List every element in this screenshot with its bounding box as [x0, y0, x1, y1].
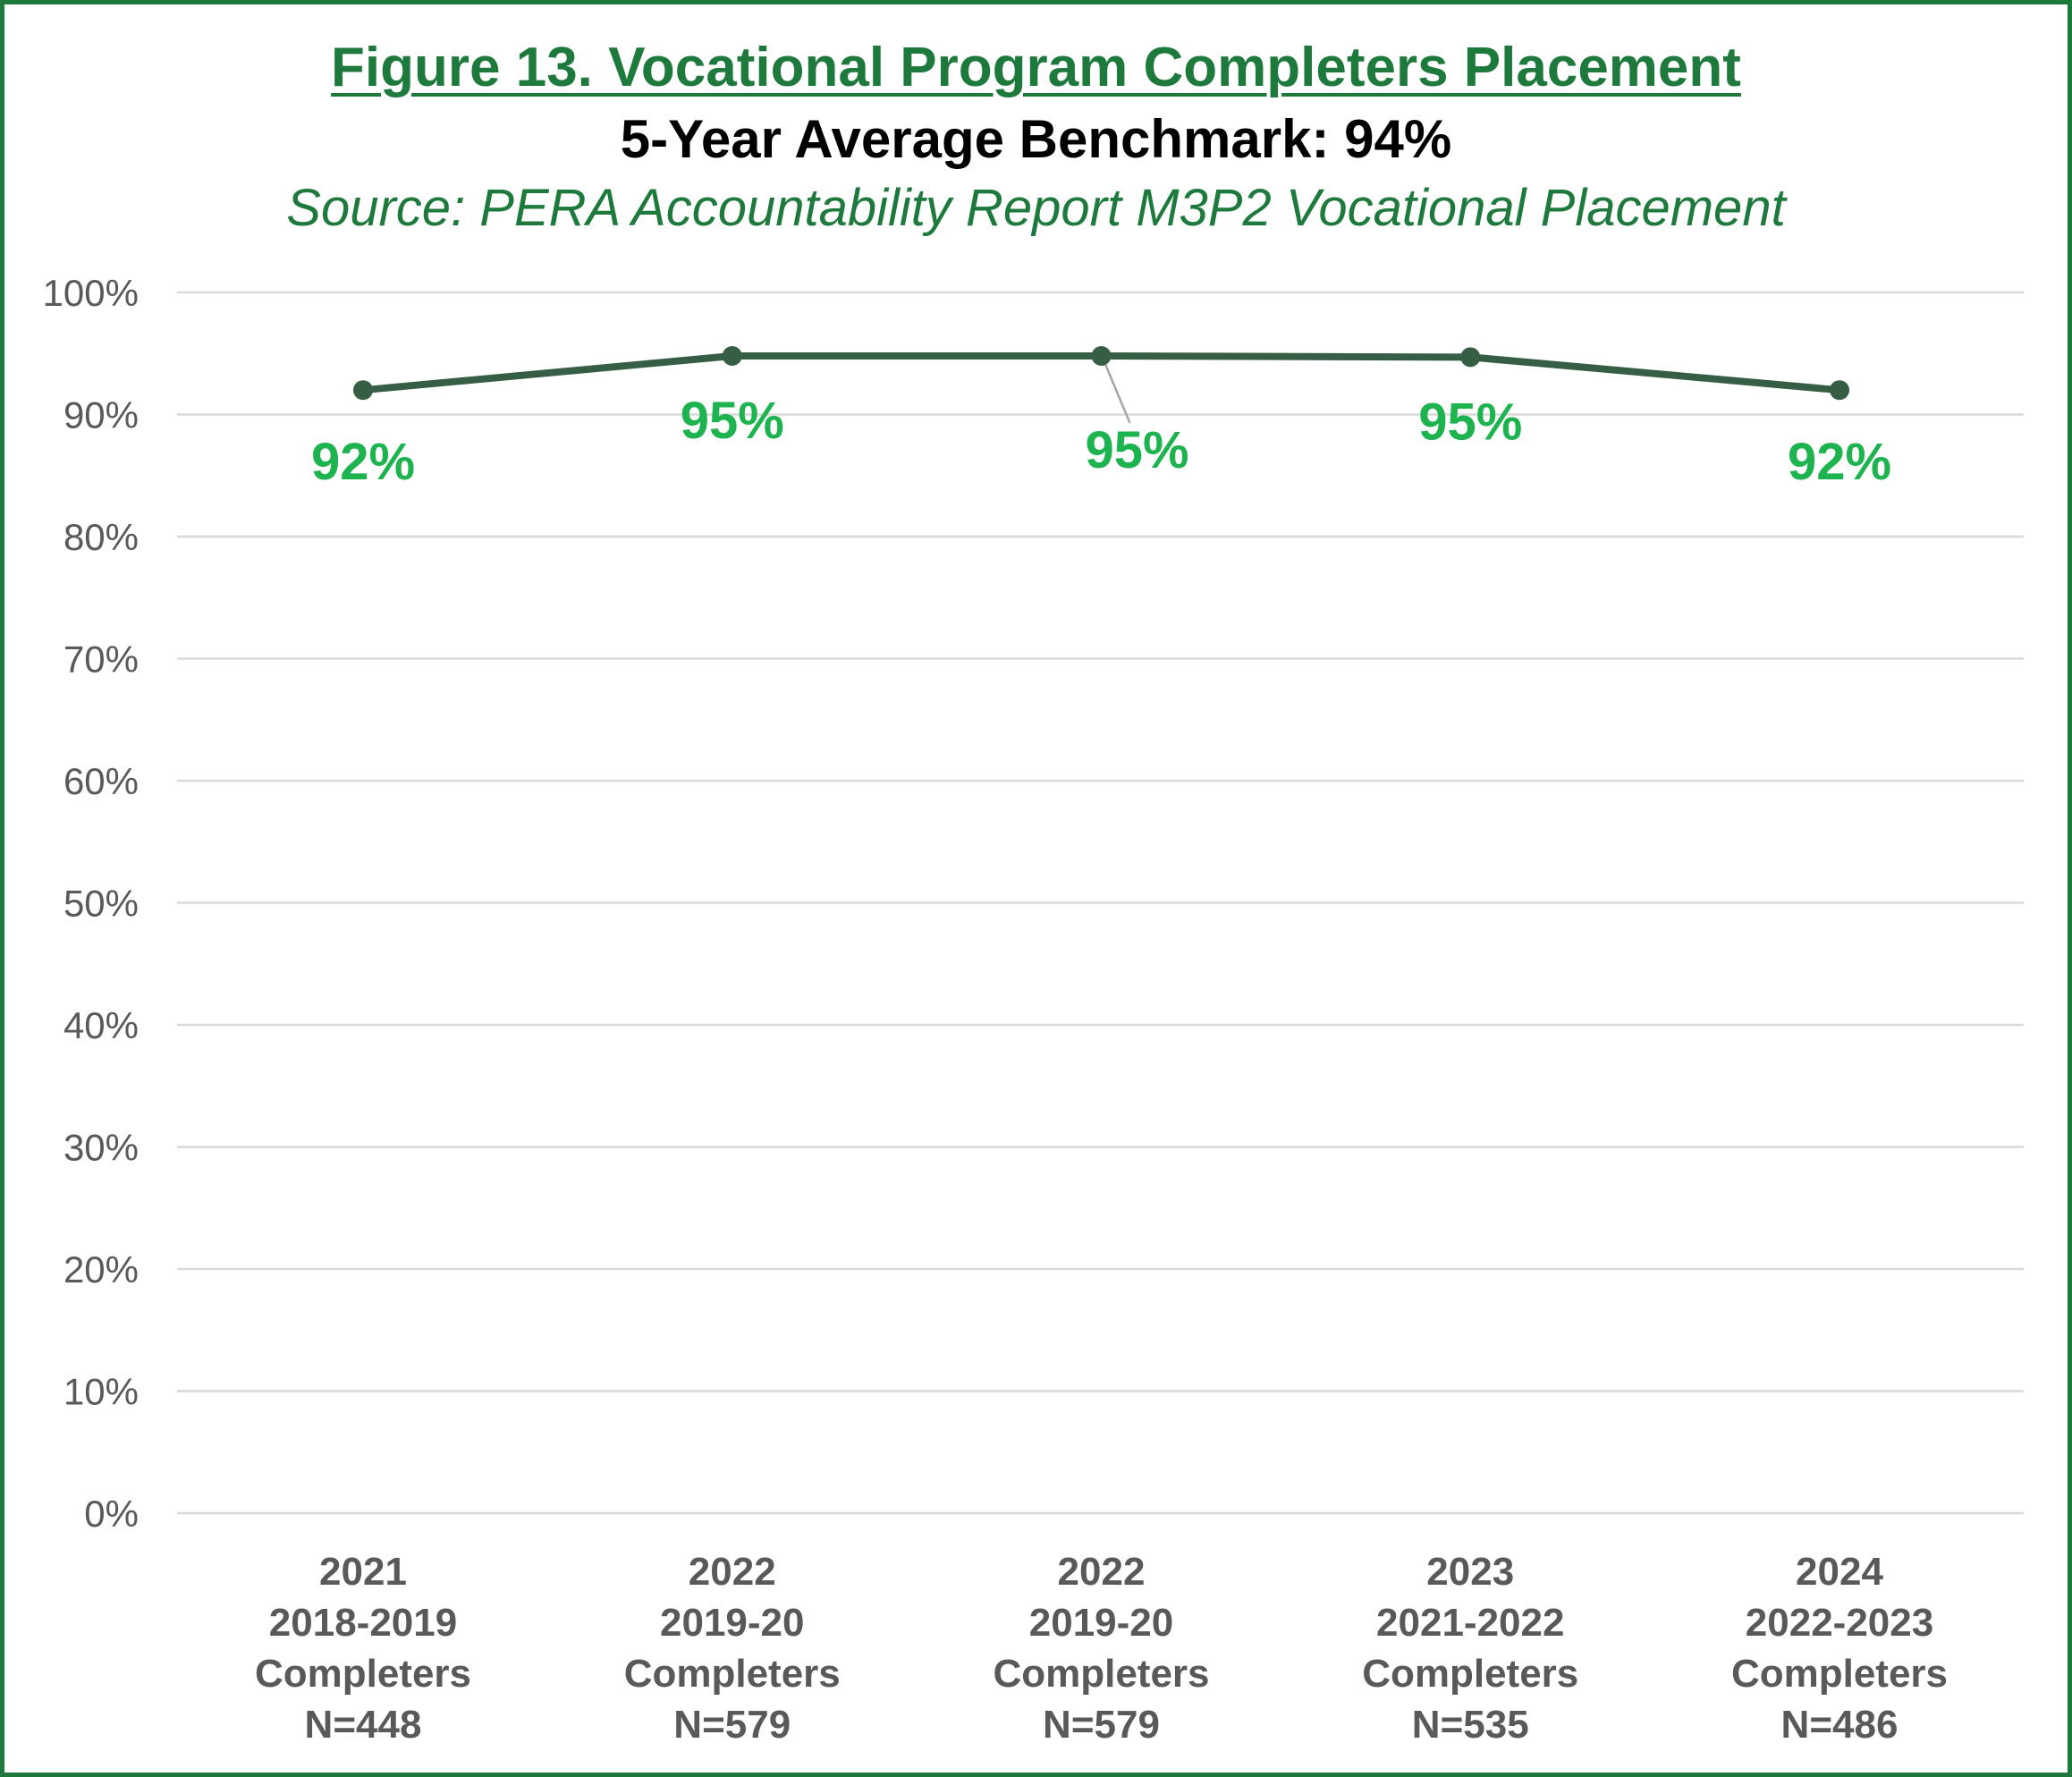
- y-tick-label: 40%: [63, 1004, 139, 1046]
- data-points: [353, 345, 1849, 401]
- x-tick-label-line: Completers: [255, 1652, 471, 1696]
- data-label: 95%: [1085, 421, 1188, 479]
- data-point: [353, 380, 373, 401]
- x-tick-label-line: 2022: [689, 1550, 776, 1594]
- x-tick-label-line: N=486: [1781, 1703, 1899, 1747]
- y-axis-tick-labels: 0% 10% 20% 30% 40% 50% 60% 70% 80% 90% 100%: [43, 272, 139, 1535]
- y-tick-label: 0%: [84, 1493, 139, 1535]
- x-tick-label: 2021 2018-2019 Completers N=448: [255, 1550, 471, 1747]
- y-tick-label: 10%: [63, 1371, 139, 1413]
- x-tick-label: 2023 2021-2022 Completers N=535: [1362, 1550, 1578, 1747]
- data-label-leaders: [1104, 362, 1131, 424]
- x-tick-label-line: N=579: [673, 1703, 791, 1747]
- data-point: [1091, 345, 1112, 366]
- gridlines: [177, 291, 2024, 1515]
- x-tick-label-line: Completers: [1362, 1652, 1578, 1696]
- data-label: 92%: [1788, 433, 1891, 491]
- x-tick-label: 2022 2019-20 Completers N=579: [624, 1550, 841, 1747]
- y-tick-label: 80%: [63, 516, 139, 558]
- x-tick-label-line: N=579: [1043, 1703, 1160, 1747]
- x-tick-label-line: 2022: [1058, 1550, 1146, 1594]
- data-point: [722, 345, 742, 366]
- data-label: 92%: [311, 433, 415, 491]
- x-tick-label-line: 2018-2019: [269, 1601, 457, 1645]
- x-tick-label-line: 2022-2023: [1746, 1601, 1933, 1645]
- x-tick-label-line: 2024: [1796, 1550, 1883, 1594]
- y-tick-label: 100%: [43, 272, 139, 314]
- x-tick-label-line: N=535: [1412, 1703, 1529, 1747]
- data-point: [1830, 380, 1849, 401]
- chart-source: Source: PERA Accountability Report M3P2 …: [286, 179, 1786, 237]
- y-tick-label: 70%: [63, 639, 139, 681]
- x-tick-label-line: 2019-20: [660, 1601, 804, 1645]
- x-tick-label-line: 2021: [319, 1550, 407, 1594]
- x-tick-label-line: Completers: [624, 1652, 841, 1696]
- y-tick-label: 30%: [63, 1127, 139, 1169]
- chart-title: Figure 13. Vocational Program Completers…: [0, 34, 2072, 102]
- x-tick-label-line: 2021-2022: [1376, 1601, 1564, 1645]
- chart-subtitle: 5-Year Average Benchmark: 94%: [620, 109, 1452, 169]
- x-tick-label-line: Completers: [1731, 1652, 1948, 1696]
- x-tick-label-line: N=448: [305, 1703, 422, 1747]
- x-axis-tick-labels: 2021 2018-2019 Completers N=448 2022 2019-20 C…: [255, 1550, 1948, 1747]
- x-tick-label-line: 2023: [1426, 1550, 1514, 1594]
- y-tick-label: 20%: [63, 1248, 139, 1290]
- chart-title-text: Figure 13. Vocational Program Completers…: [331, 37, 1741, 98]
- data-labels: 92% 95% 95% 95% 92%: [311, 392, 1891, 491]
- data-label: 95%: [1418, 393, 1522, 451]
- data-label-leader: [1104, 362, 1131, 424]
- x-tick-label: 2022 2019-20 Completers N=579: [993, 1550, 1209, 1747]
- y-tick-label: 60%: [63, 760, 139, 802]
- x-tick-label-line: 2019-20: [1029, 1601, 1173, 1645]
- data-point: [1460, 347, 1481, 368]
- y-tick-label: 50%: [63, 883, 139, 925]
- y-tick-label: 90%: [63, 394, 139, 436]
- x-tick-label-line: Completers: [993, 1652, 1209, 1696]
- data-label: 95%: [681, 392, 784, 450]
- x-tick-label: 2024 2022-2023 Completers N=486: [1731, 1550, 1948, 1747]
